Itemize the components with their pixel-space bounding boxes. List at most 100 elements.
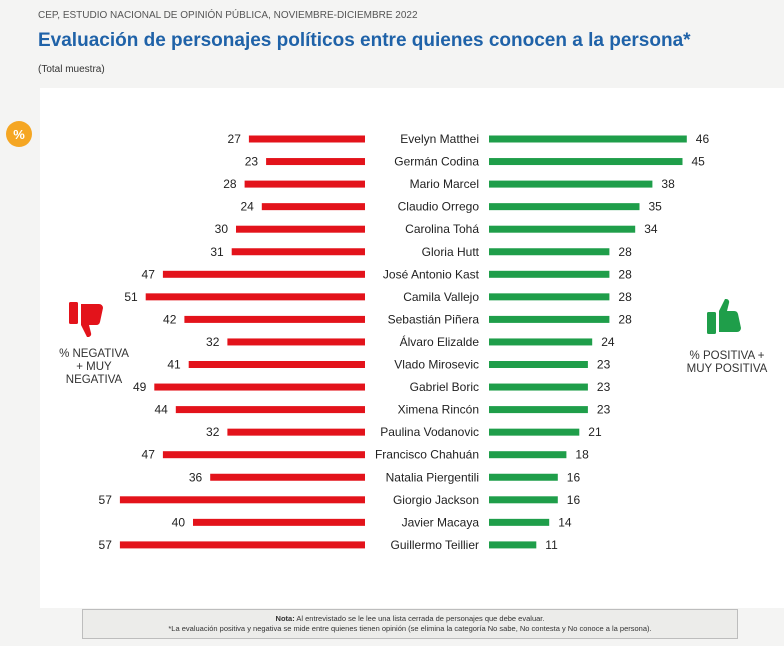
- category-label: Giorgio Jackson: [393, 493, 479, 507]
- negative-bar: [227, 338, 365, 346]
- positive-value-label: 18: [575, 448, 589, 462]
- positive-value-label: 14: [558, 515, 572, 529]
- category-label: Álvaro Elizalde: [400, 334, 480, 349]
- negative-bar: [162, 270, 365, 278]
- chart-panel: [40, 88, 784, 608]
- positive-bar: [489, 225, 636, 233]
- category-label: Vlado Mirosevic: [394, 358, 479, 372]
- negative-value-label: 47: [142, 267, 156, 281]
- category-label: Guillermo Teillier: [391, 538, 479, 552]
- category-label: Claudio Orrego: [398, 200, 480, 214]
- positive-value-label: 16: [567, 493, 581, 507]
- category-label: Natalia Piergentili: [386, 470, 479, 484]
- negative-value-label: 24: [240, 200, 254, 214]
- positive-value-label: 23: [597, 358, 611, 372]
- note-title: Nota:: [275, 614, 295, 623]
- negative-value-label: 36: [189, 470, 203, 484]
- negative-value-label: 44: [154, 403, 168, 417]
- negative-value-label: 28: [223, 177, 237, 191]
- category-label: Sebastián Piñera: [388, 312, 480, 326]
- thumbs-down-icon: [69, 302, 103, 338]
- negative-value-label: 40: [172, 515, 186, 529]
- negative-value-label: 31: [210, 245, 224, 259]
- category-label: Paulina Vodanovic: [380, 425, 479, 439]
- positive-bar: [489, 270, 610, 278]
- positive-value-label: 28: [618, 290, 632, 304]
- negative-bar: [210, 473, 365, 481]
- positive-bar: [489, 451, 567, 459]
- chart-title: Evaluación de personajes políticos entre…: [38, 30, 691, 51]
- positive-value-label: 16: [567, 470, 581, 484]
- negative-bar: [244, 180, 365, 188]
- negative-value-label: 27: [228, 132, 242, 146]
- positive-legend-label: % POSITIVA + MUY POSITIVA: [686, 350, 768, 375]
- category-label: Ximena Rincón: [398, 403, 479, 417]
- positive-value-label: 46: [696, 132, 710, 146]
- positive-bar: [489, 428, 580, 436]
- positive-value-label: 38: [661, 177, 675, 191]
- negative-value-label: 47: [142, 448, 156, 462]
- positive-bar: [489, 203, 640, 211]
- positive-bar: [489, 248, 610, 256]
- positive-value-label: 21: [588, 425, 602, 439]
- category-label: Francisco Chahuán: [375, 448, 479, 462]
- negative-value-label: 23: [245, 155, 259, 169]
- negative-bar: [227, 428, 365, 436]
- positive-bar: [489, 135, 687, 143]
- positive-value-label: 28: [618, 267, 632, 281]
- negative-bar: [261, 203, 365, 211]
- negative-bar: [188, 361, 365, 368]
- category-label: Gloria Hutt: [422, 245, 480, 259]
- percent-badge: %: [6, 121, 32, 147]
- positive-value-label: 24: [601, 335, 615, 349]
- thumbs-up-icon: [707, 298, 741, 334]
- footnote-box: Nota: Al entrevistado se le lee una list…: [82, 609, 738, 639]
- category-label: José Antonio Kast: [383, 267, 480, 281]
- negative-value-label: 57: [99, 493, 113, 507]
- negative-bar: [145, 293, 365, 301]
- negative-bar: [119, 496, 366, 504]
- negative-bar: [162, 451, 365, 459]
- negative-value-label: 32: [206, 425, 220, 439]
- negative-bar: [231, 248, 365, 256]
- negative-value-label: 30: [215, 222, 229, 236]
- positive-bar: [489, 541, 537, 549]
- category-label: Evelyn Matthei: [400, 132, 479, 146]
- negative-bar: [119, 541, 366, 549]
- negative-bar: [184, 315, 365, 323]
- positive-value-label: 23: [597, 380, 611, 394]
- negative-bar: [154, 383, 365, 391]
- positive-bar: [489, 361, 588, 368]
- negative-bar: [193, 518, 365, 526]
- negative-value-label: 51: [124, 290, 138, 304]
- positive-bar: [489, 518, 550, 526]
- note-line-2: *La evaluación positiva y negativa se mi…: [168, 624, 652, 633]
- positive-value-label: 11: [545, 538, 558, 552]
- negative-value-label: 42: [163, 312, 177, 326]
- negative-value-label: 57: [99, 538, 113, 552]
- positive-bar: [489, 158, 683, 166]
- category-label: Mario Marcel: [410, 177, 479, 191]
- negative-legend-label: % NEGATIVA + MUY NEGATIVA: [59, 348, 129, 386]
- category-label: Javier Macaya: [402, 515, 480, 529]
- positive-value-label: 23: [597, 403, 611, 417]
- positive-bar: [489, 473, 558, 481]
- positive-bar: [489, 383, 588, 391]
- negative-bar: [175, 406, 365, 414]
- positive-bar: [489, 180, 653, 188]
- positive-value-label: 34: [644, 222, 658, 236]
- positive-value-label: 28: [618, 312, 632, 326]
- positive-value-label: 28: [618, 245, 632, 259]
- negative-bar: [266, 158, 365, 166]
- chart-subtitle: (Total muestra): [38, 64, 105, 75]
- positive-bar: [489, 496, 558, 504]
- positive-bar: [489, 338, 593, 346]
- negative-bar: [248, 135, 365, 143]
- category-label: Germán Codina: [394, 155, 479, 169]
- negative-value-label: 49: [133, 380, 147, 394]
- note-line-1: Al entrevistado se le lee una lista cerr…: [296, 614, 545, 623]
- source-line: CEP, ESTUDIO NACIONAL DE OPINIÓN PÚBLICA…: [38, 10, 418, 21]
- category-label: Carolina Tohá: [405, 222, 479, 236]
- category-label: Gabriel Boric: [410, 380, 479, 394]
